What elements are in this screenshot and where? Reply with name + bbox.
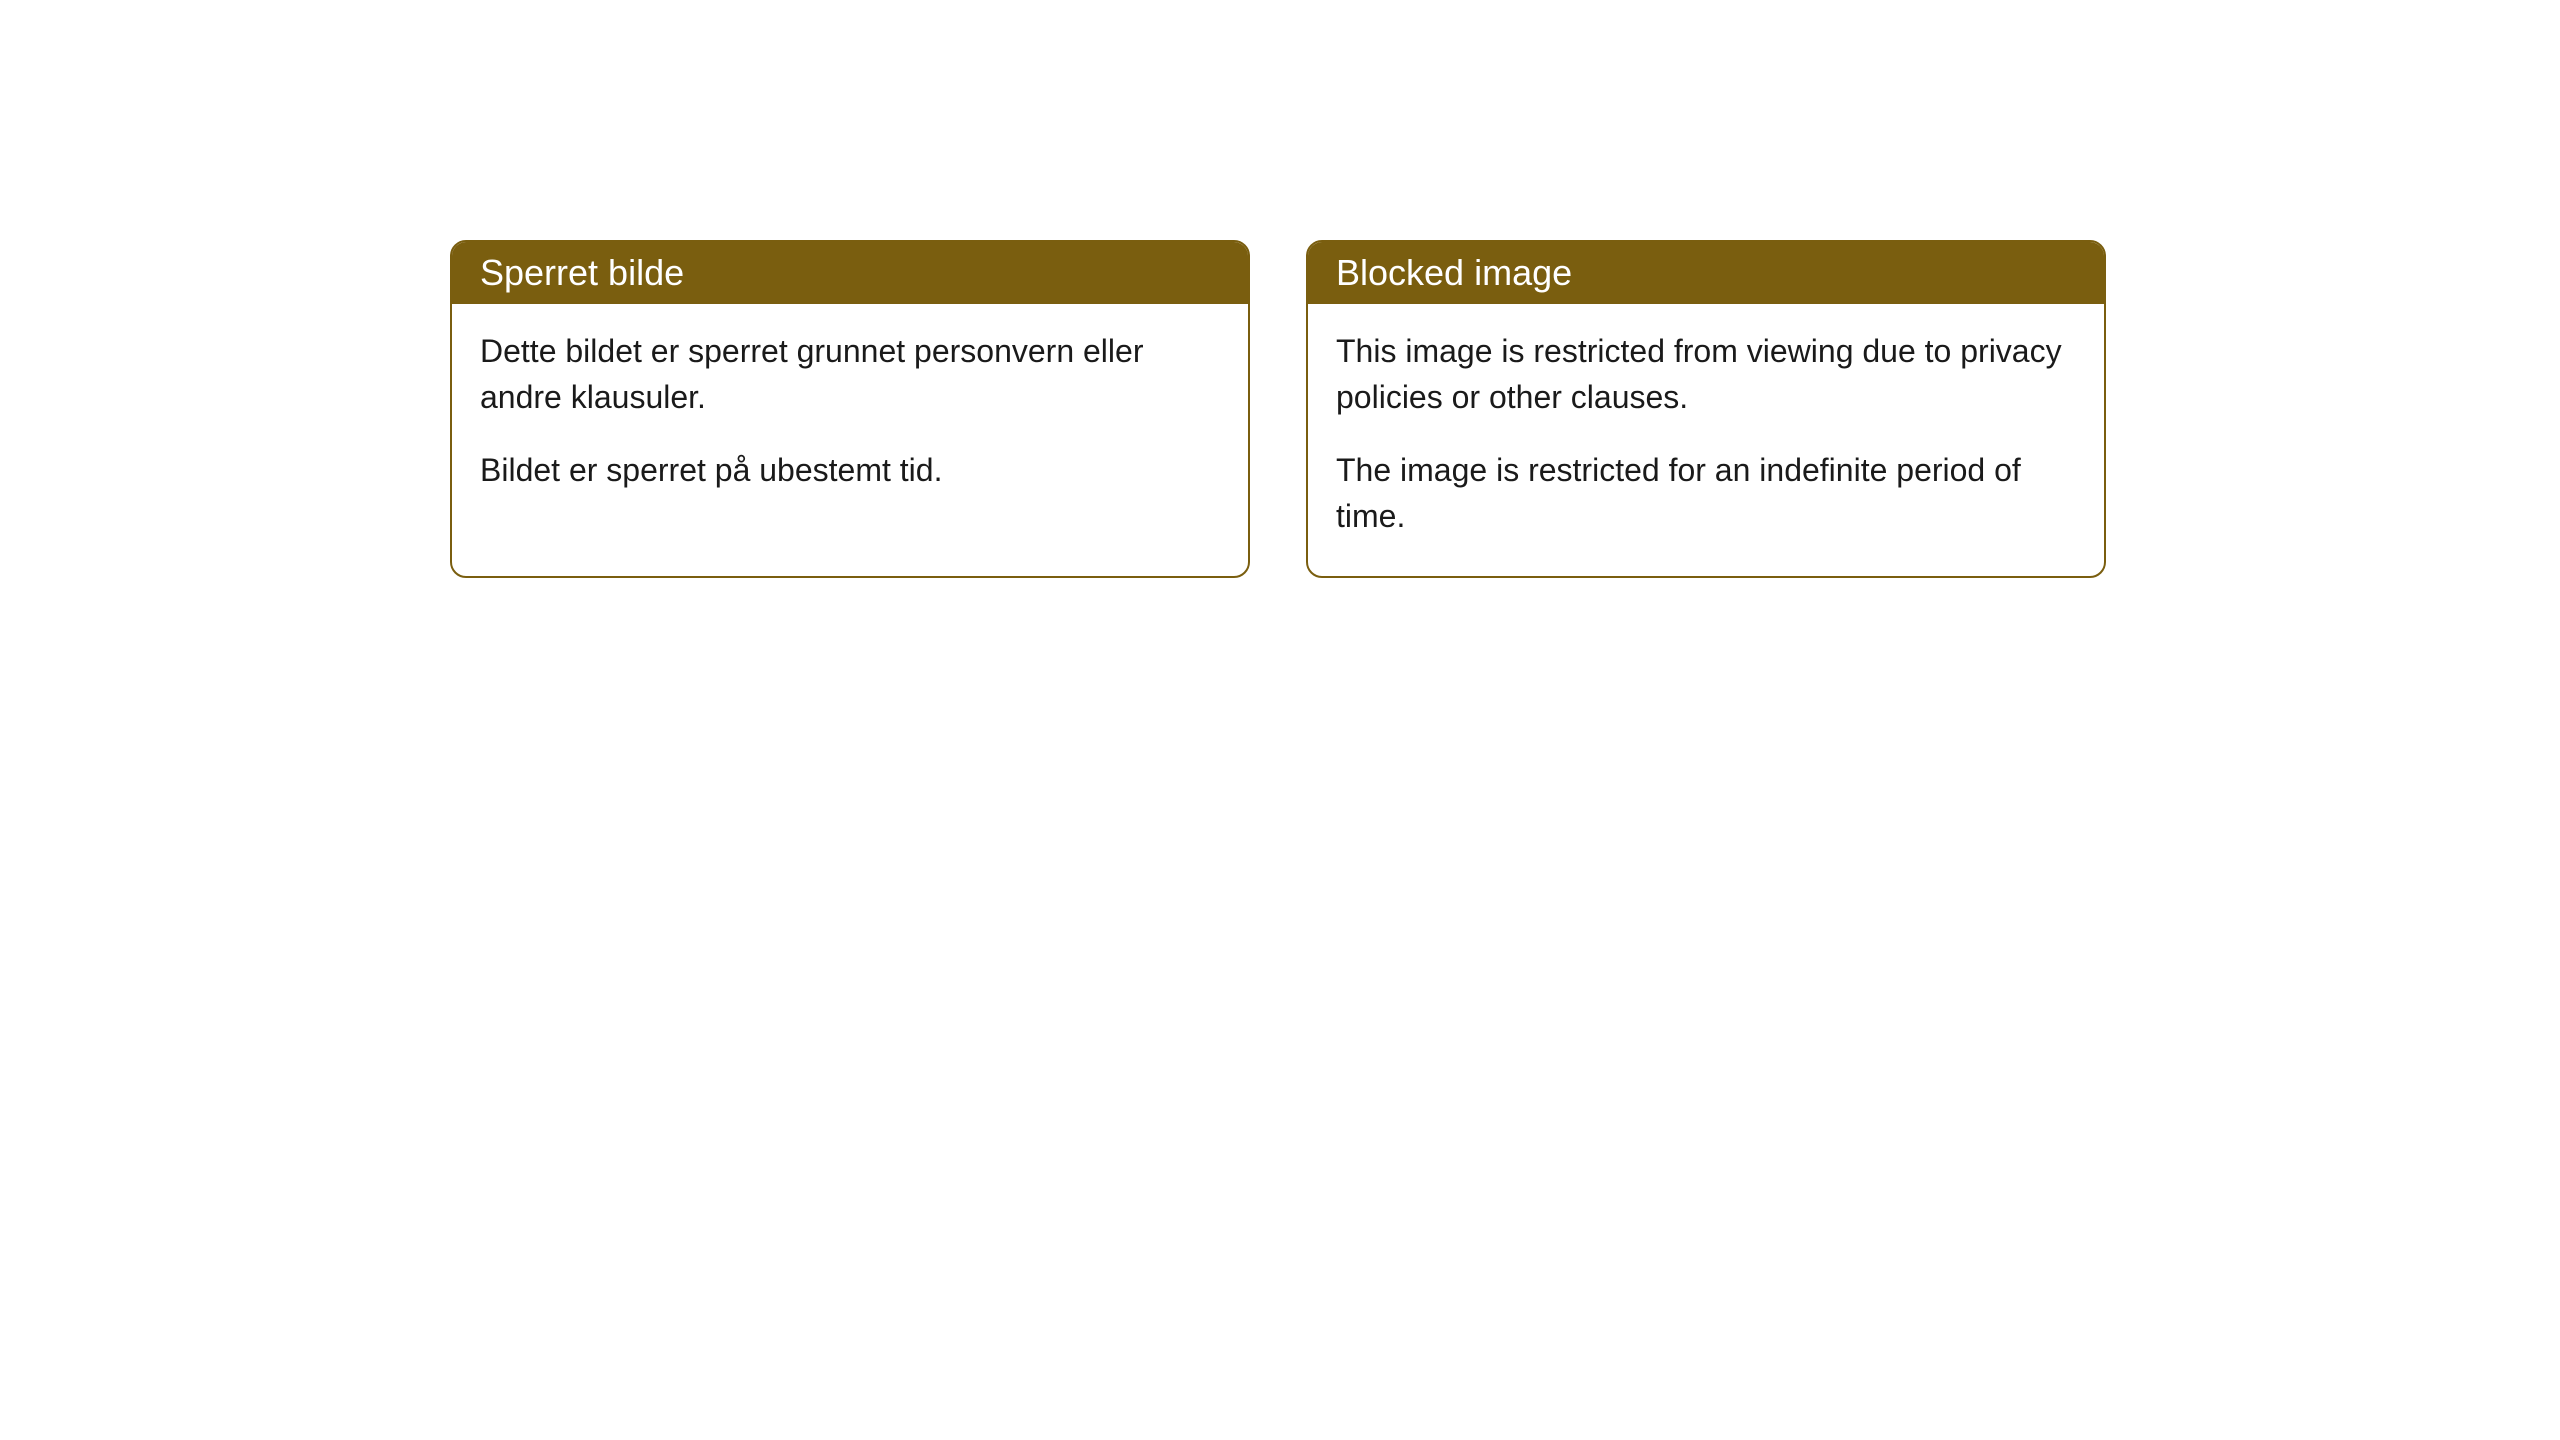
card-header-en: Blocked image (1308, 242, 2104, 304)
card-body-no: Dette bildet er sperret grunnet personve… (452, 304, 1248, 529)
blocked-image-card-no: Sperret bilde Dette bildet er sperret gr… (450, 240, 1250, 578)
card-para1-en: This image is restricted from viewing du… (1336, 328, 2076, 421)
card-para1-no: Dette bildet er sperret grunnet personve… (480, 328, 1220, 421)
card-title-no: Sperret bilde (480, 252, 684, 293)
card-header-no: Sperret bilde (452, 242, 1248, 304)
card-para2-en: The image is restricted for an indefinit… (1336, 447, 2076, 540)
blocked-image-cards: Sperret bilde Dette bildet er sperret gr… (450, 240, 2560, 578)
card-para2-no: Bildet er sperret på ubestemt tid. (480, 447, 1220, 493)
card-body-en: This image is restricted from viewing du… (1308, 304, 2104, 576)
card-title-en: Blocked image (1336, 252, 1572, 293)
blocked-image-card-en: Blocked image This image is restricted f… (1306, 240, 2106, 578)
